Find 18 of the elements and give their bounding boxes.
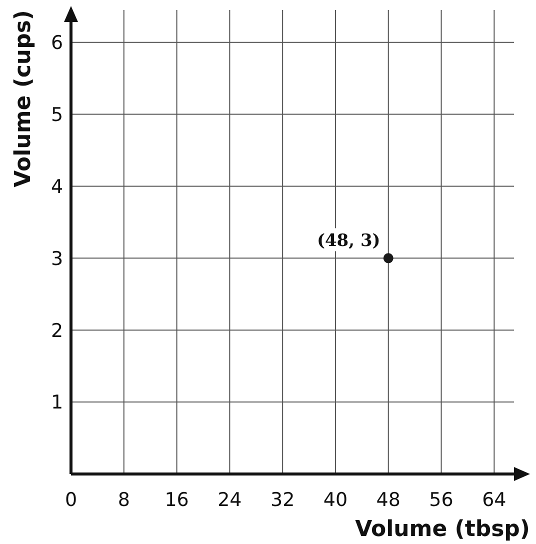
- x-tick-label: 32: [270, 489, 295, 511]
- x-tick-label: 24: [218, 489, 242, 511]
- y-tick-label: 5: [50, 104, 64, 126]
- x-tick-label: 64: [482, 489, 506, 511]
- x-tick-label: 56: [429, 489, 454, 511]
- y-axis-title: Volume (cups): [11, 10, 36, 188]
- x-tick-label: 8: [118, 489, 130, 511]
- y-tick-label: 1: [50, 392, 64, 414]
- y-tick-label: 2: [50, 320, 64, 342]
- y-tick-label: 3: [50, 248, 64, 270]
- x-tick-label: 40: [323, 489, 348, 511]
- x-tick-label: 0: [64, 489, 78, 511]
- x-tick-label: 16: [164, 489, 189, 511]
- y-tick-label: 6: [50, 32, 64, 54]
- x-tick-label: 48: [376, 489, 400, 511]
- annotation: (48, 3): [316, 231, 380, 252]
- y-tick-label: 4: [50, 176, 64, 198]
- x-axis-title: Volume (tbsp): [355, 517, 530, 542]
